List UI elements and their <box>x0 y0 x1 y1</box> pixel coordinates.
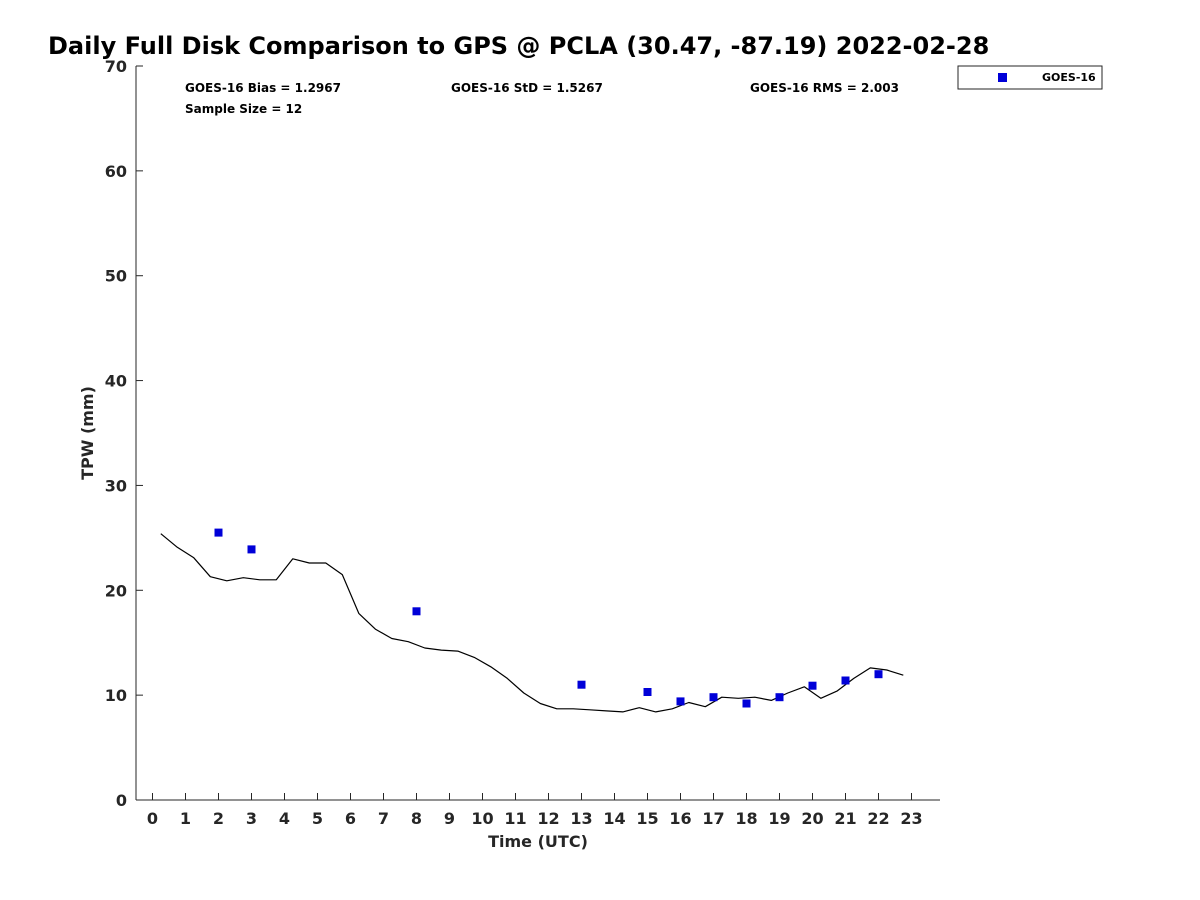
y-tick-label: 10 <box>105 686 127 705</box>
legend-marker-goes16 <box>998 73 1007 82</box>
axes <box>135 66 940 801</box>
x-tick-label: 3 <box>246 809 257 828</box>
x-tick-label: 17 <box>702 809 724 828</box>
goes16-point <box>874 670 883 679</box>
x-tick-label: 20 <box>801 809 823 828</box>
x-tick-label: 6 <box>345 809 356 828</box>
goes16-point <box>841 676 850 685</box>
x-tick-label: 4 <box>279 809 290 828</box>
x-tick-label: 23 <box>900 809 922 828</box>
y-axis-label: TPW (mm) <box>78 386 97 480</box>
y-tick-label: 60 <box>105 162 127 181</box>
x-ticks: 0 1 2 3 4 5 6 7 8 9 10 11 12 13 14 15 16 17 18 19 20 21 22 23 <box>147 793 923 828</box>
x-tick-label: 14 <box>603 809 625 828</box>
x-tick-label: 11 <box>504 809 526 828</box>
goes16-point <box>412 607 421 616</box>
x-tick-label: 2 <box>213 809 224 828</box>
goes16-point <box>247 545 256 554</box>
x-tick-label: 0 <box>147 809 158 828</box>
x-tick-label: 15 <box>636 809 658 828</box>
series-layer <box>160 528 904 713</box>
stat-sample-size: Sample Size = 12 <box>185 102 302 116</box>
x-tick-label: 22 <box>867 809 889 828</box>
x-tick-label: 13 <box>570 809 592 828</box>
chart-title: Daily Full Disk Comparison to GPS @ PCLA… <box>48 32 989 60</box>
x-tick-label: 5 <box>312 809 323 828</box>
x-axis-label: Time (UTC) <box>488 832 588 851</box>
stat-std: GOES-16 StD = 1.5267 <box>451 81 603 95</box>
gps-series-line <box>160 533 904 713</box>
legend: GOES-16 <box>957 65 1103 90</box>
x-tick-label: 9 <box>444 809 455 828</box>
x-tick-label: 8 <box>411 809 422 828</box>
goes16-point <box>808 681 817 690</box>
y-tick-label: 20 <box>105 581 127 600</box>
y-tick-label: 0 <box>116 791 127 810</box>
legend-label-goes16: GOES-16 <box>1042 71 1096 84</box>
goes16-point <box>775 693 784 702</box>
x-tick-label: 7 <box>378 809 389 828</box>
goes16-point <box>742 699 751 708</box>
x-tick-label: 1 <box>180 809 191 828</box>
x-tick-label: 18 <box>735 809 757 828</box>
stat-rms: GOES-16 RMS = 2.003 <box>750 81 899 95</box>
y-tick-label: 70 <box>105 57 127 76</box>
goes16-point <box>643 688 652 696</box>
y-tick-label: 50 <box>105 267 127 286</box>
y-tick-label: 40 <box>105 372 127 391</box>
x-tick-label: 21 <box>834 809 856 828</box>
x-tick-label: 19 <box>768 809 790 828</box>
goes16-point <box>214 528 223 537</box>
goes16-point <box>577 680 586 689</box>
x-tick-label: 10 <box>471 809 493 828</box>
x-tick-label: 12 <box>537 809 559 828</box>
stat-bias: GOES-16 Bias = 1.2967 <box>185 81 341 95</box>
y-tick-label: 30 <box>105 476 127 495</box>
goes16-point <box>676 697 685 706</box>
legend-box <box>957 65 1103 90</box>
y-ticks: 0 10 20 30 40 50 60 70 <box>105 57 143 810</box>
x-tick-label: 16 <box>669 809 691 828</box>
goes16-point <box>709 693 718 702</box>
